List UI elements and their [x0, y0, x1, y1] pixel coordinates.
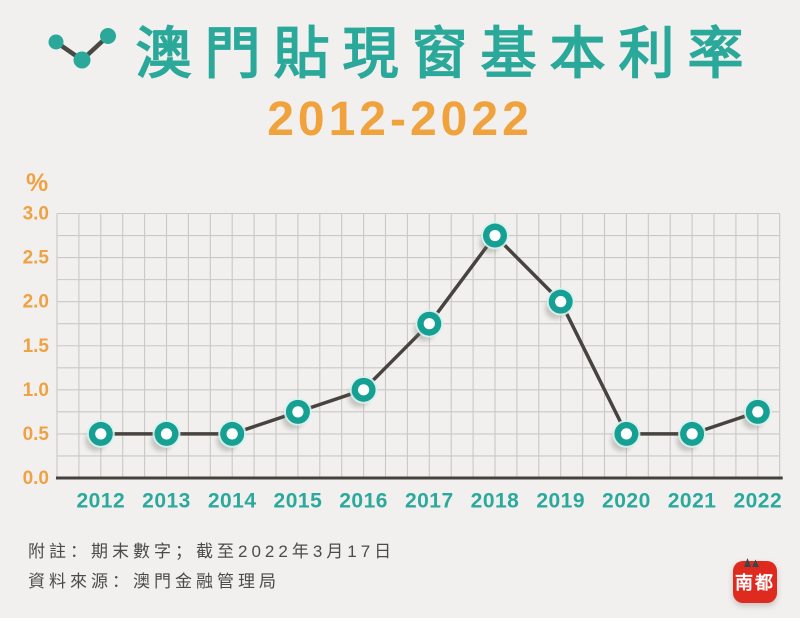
svg-text:2014: 2014 — [208, 490, 257, 513]
svg-text:2.5: 2.5 — [23, 248, 50, 269]
svg-text:2019: 2019 — [536, 490, 585, 513]
svg-text:3.0: 3.0 — [23, 204, 49, 225]
svg-text:2018: 2018 — [471, 490, 520, 513]
page-title: 澳門貼現窗基本利率 — [135, 21, 757, 85]
svg-text:2017: 2017 — [405, 490, 454, 513]
header: 澳門貼現窗基本利率 — [0, 24, 800, 83]
svg-text:0.5: 0.5 — [23, 424, 50, 445]
svg-text:2020: 2020 — [602, 490, 651, 513]
y-axis-unit-label: % — [26, 169, 49, 197]
svg-text:0.0: 0.0 — [23, 468, 49, 489]
svg-text:1.0: 1.0 — [23, 380, 49, 401]
footer-notes: 附註：期末數字；截至2022年3月17日 資料來源：澳門金融管理局 — [28, 537, 395, 597]
logo-ears-icon — [744, 554, 760, 567]
logo-text: 南都 — [735, 573, 775, 593]
svg-text:2013: 2013 — [142, 490, 191, 513]
nandu-logo: 南都 — [733, 558, 777, 603]
footer-source: 資料來源：澳門金融管理局 — [28, 572, 280, 591]
svg-text:2022: 2022 — [733, 490, 782, 513]
page-subtitle: 2012-2022 — [267, 93, 533, 146]
footer-note: 附註：期末數字；截至2022年3月17日 — [28, 542, 396, 561]
svg-text:2012: 2012 — [76, 490, 125, 513]
svg-text:1.5: 1.5 — [23, 336, 50, 357]
line-chart-icon — [44, 24, 122, 83]
svg-text:2015: 2015 — [274, 490, 323, 513]
svg-text:2.0: 2.0 — [23, 292, 49, 313]
svg-text:2021: 2021 — [668, 490, 717, 513]
svg-text:2016: 2016 — [339, 490, 388, 513]
